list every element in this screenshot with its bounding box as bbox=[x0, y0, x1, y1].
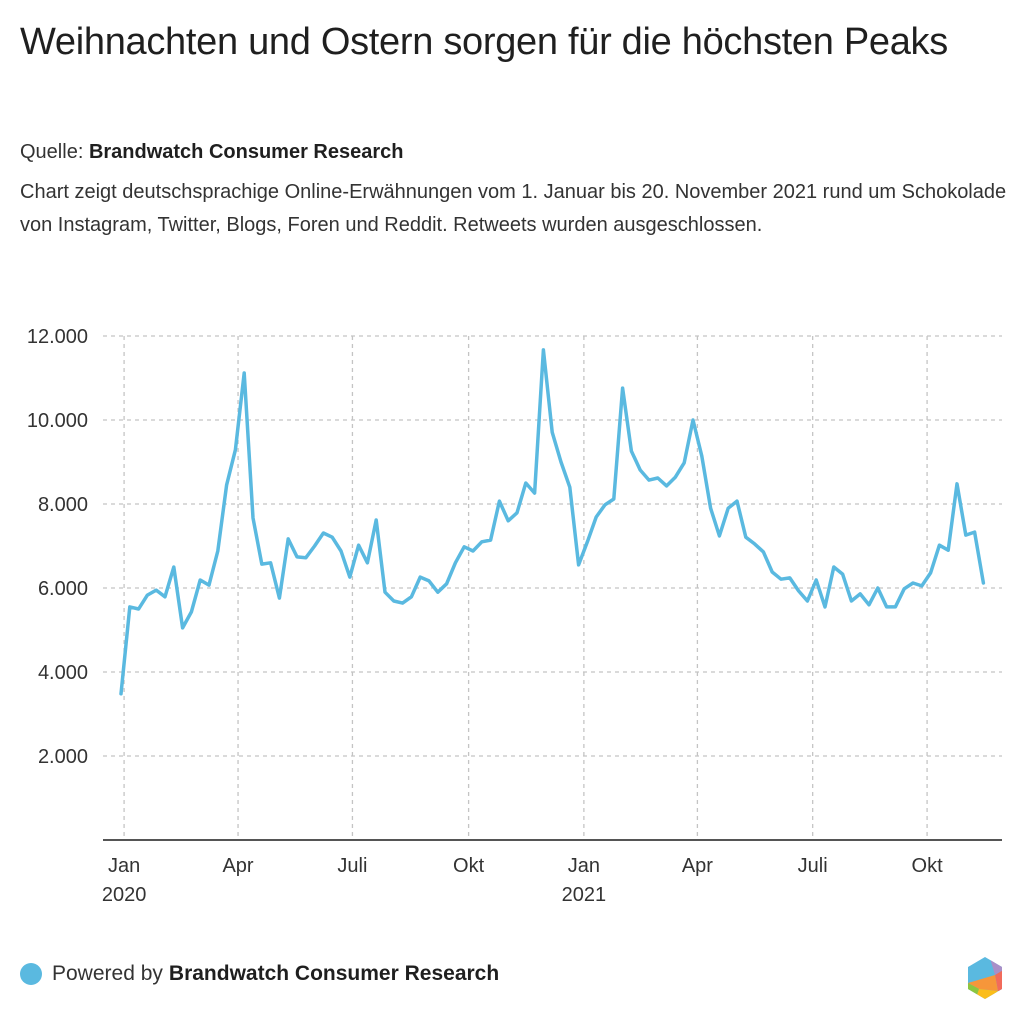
x-tick-label: Okt bbox=[912, 855, 944, 877]
footer: Powered by Brandwatch Consumer Research bbox=[20, 962, 499, 986]
x-tick-label: Jan bbox=[568, 855, 600, 877]
y-tick-label: 12.000 bbox=[27, 326, 88, 348]
x-gridlines bbox=[123, 336, 928, 840]
source-line: Quelle: Brandwatch Consumer Research bbox=[20, 141, 403, 164]
line-chart: 2.000 4.000 6.000 8.000 10.000 12.000 Jan 2020… bbox=[27, 326, 1002, 906]
x-tick-label: Okt bbox=[453, 855, 485, 877]
x-tick-year-label: 2020 bbox=[102, 884, 147, 906]
powered-by-brand: Brandwatch Consumer Research bbox=[168, 962, 500, 985]
source-name: Brandwatch Consumer Research bbox=[88, 141, 404, 163]
brandwatch-hexagon-logo-icon bbox=[968, 957, 1002, 999]
x-tick-label: Jan bbox=[108, 855, 140, 877]
powered-by-label: Powered by bbox=[52, 962, 163, 985]
y-axis-ticks: 2.000 4.000 6.000 8.000 10.000 12.000 bbox=[27, 326, 88, 768]
chart-title: Weihnachten und Ostern sorgen für die hö… bbox=[20, 21, 948, 63]
legend-dot-icon bbox=[20, 963, 42, 985]
y-tick-label: 10.000 bbox=[27, 410, 88, 432]
y-tick-label: 6.000 bbox=[38, 578, 88, 600]
y-tick-label: 8.000 bbox=[38, 494, 88, 516]
x-tick-label: Apr bbox=[222, 855, 253, 877]
x-tick-label: Juli bbox=[798, 855, 828, 877]
x-tick-year-label: 2021 bbox=[562, 884, 607, 906]
source-label: Quelle: bbox=[20, 141, 84, 163]
chart-description: Chart zeigt deutschsprachige Online-Erwä… bbox=[20, 181, 1007, 236]
y-tick-label: 2.000 bbox=[38, 746, 88, 768]
x-tick-label: Juli bbox=[337, 855, 367, 877]
x-axis-ticks: Jan 2020 Apr Juli Okt Jan 2021 Apr Juli Okt bbox=[102, 855, 943, 906]
y-tick-label: 4.000 bbox=[38, 662, 88, 684]
series-line-mentions bbox=[119, 348, 986, 696]
x-tick-label: Apr bbox=[682, 855, 713, 877]
